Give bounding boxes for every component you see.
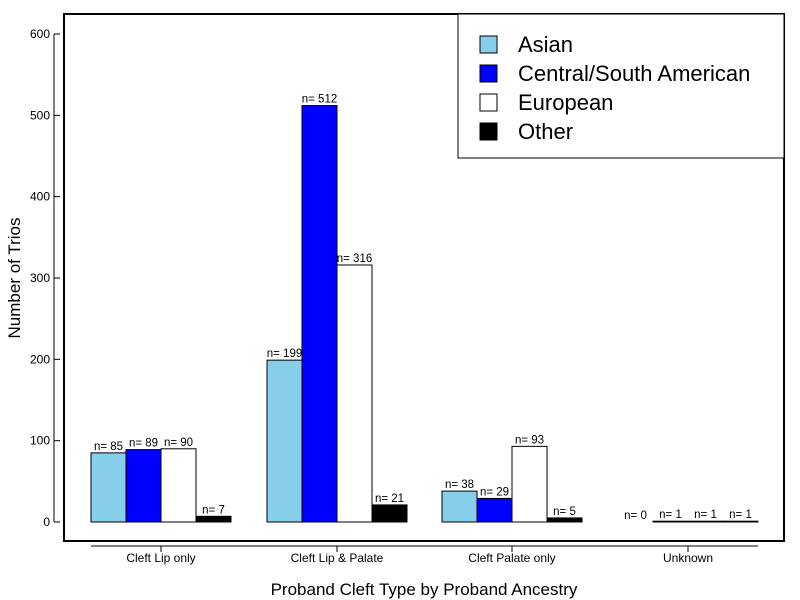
legend-label: Asian (518, 32, 573, 57)
bar (266, 359, 303, 523)
data-label: n= 85 (94, 441, 123, 453)
x-axis: Cleft Lip only Cleft Lip & Palate Cleft Pa… (91, 545, 758, 565)
y-tick-label: 0 (43, 515, 50, 529)
y-tick-label: 400 (30, 190, 50, 204)
bar (195, 515, 232, 523)
plot-frame (63, 13, 785, 542)
legend-label: Other (518, 119, 573, 144)
data-label: n= 90 (164, 437, 193, 449)
legend-swatch (479, 93, 498, 112)
bar (546, 517, 583, 523)
legend-frame (457, 13, 785, 159)
y-tick-label: 500 (30, 108, 50, 122)
data-label: n= 29 (480, 486, 509, 498)
bar (652, 520, 689, 523)
data-labels-group: n= 85 n= 199 n= 38 n= 0 n= 89 n= 512 n= 29 n= 1… (94, 94, 752, 522)
x-category-label: Unknown (663, 551, 713, 565)
data-label: n= 1 (659, 509, 682, 521)
legend-swatch (479, 64, 498, 83)
y-tick-label: 100 (30, 434, 50, 448)
legend-label: European (518, 90, 613, 115)
x-category-label: Cleft Lip & Palate (291, 551, 384, 565)
bars-group (90, 105, 759, 523)
data-label: n= 7 (202, 504, 225, 516)
legend-label: Central/South American (518, 61, 750, 86)
data-label: n= 38 (445, 479, 474, 491)
bar (160, 448, 197, 523)
bar (687, 520, 724, 523)
y-axis-title: Number of Trios (5, 218, 24, 339)
data-label: n= 512 (302, 94, 338, 106)
x-category-label: Cleft Lip only (126, 551, 195, 565)
y-tick-label: 300 (30, 271, 50, 285)
x-axis-title: Proband Cleft Type by Proband Ancestry (271, 580, 578, 599)
data-label: n= 89 (129, 438, 158, 450)
bar (441, 490, 478, 523)
data-label: n= 199 (267, 348, 303, 360)
data-label: n= 0 (624, 510, 647, 522)
bar (511, 445, 548, 523)
data-label: n= 316 (337, 253, 373, 265)
y-tick-label: 600 (30, 27, 50, 41)
bar (336, 264, 373, 523)
bar (125, 449, 162, 523)
bar (371, 504, 408, 523)
legend-swatch (479, 122, 498, 141)
legend-swatch (479, 35, 498, 54)
data-label: n= 93 (515, 434, 544, 446)
data-label: n= 21 (375, 493, 404, 505)
y-axis: 0 100 200 300 400 500 600 (30, 27, 60, 529)
x-category-label: Cleft Palate only (468, 551, 555, 565)
bar (90, 452, 127, 523)
y-tick-label: 200 (30, 352, 50, 366)
legend: Asian Central/South American European Other (457, 13, 785, 159)
data-label: n= 1 (694, 509, 717, 521)
bar (301, 105, 338, 523)
data-label: n= 1 (729, 509, 752, 521)
bar (476, 497, 513, 523)
data-label: n= 5 (553, 506, 576, 518)
bar (722, 520, 759, 523)
